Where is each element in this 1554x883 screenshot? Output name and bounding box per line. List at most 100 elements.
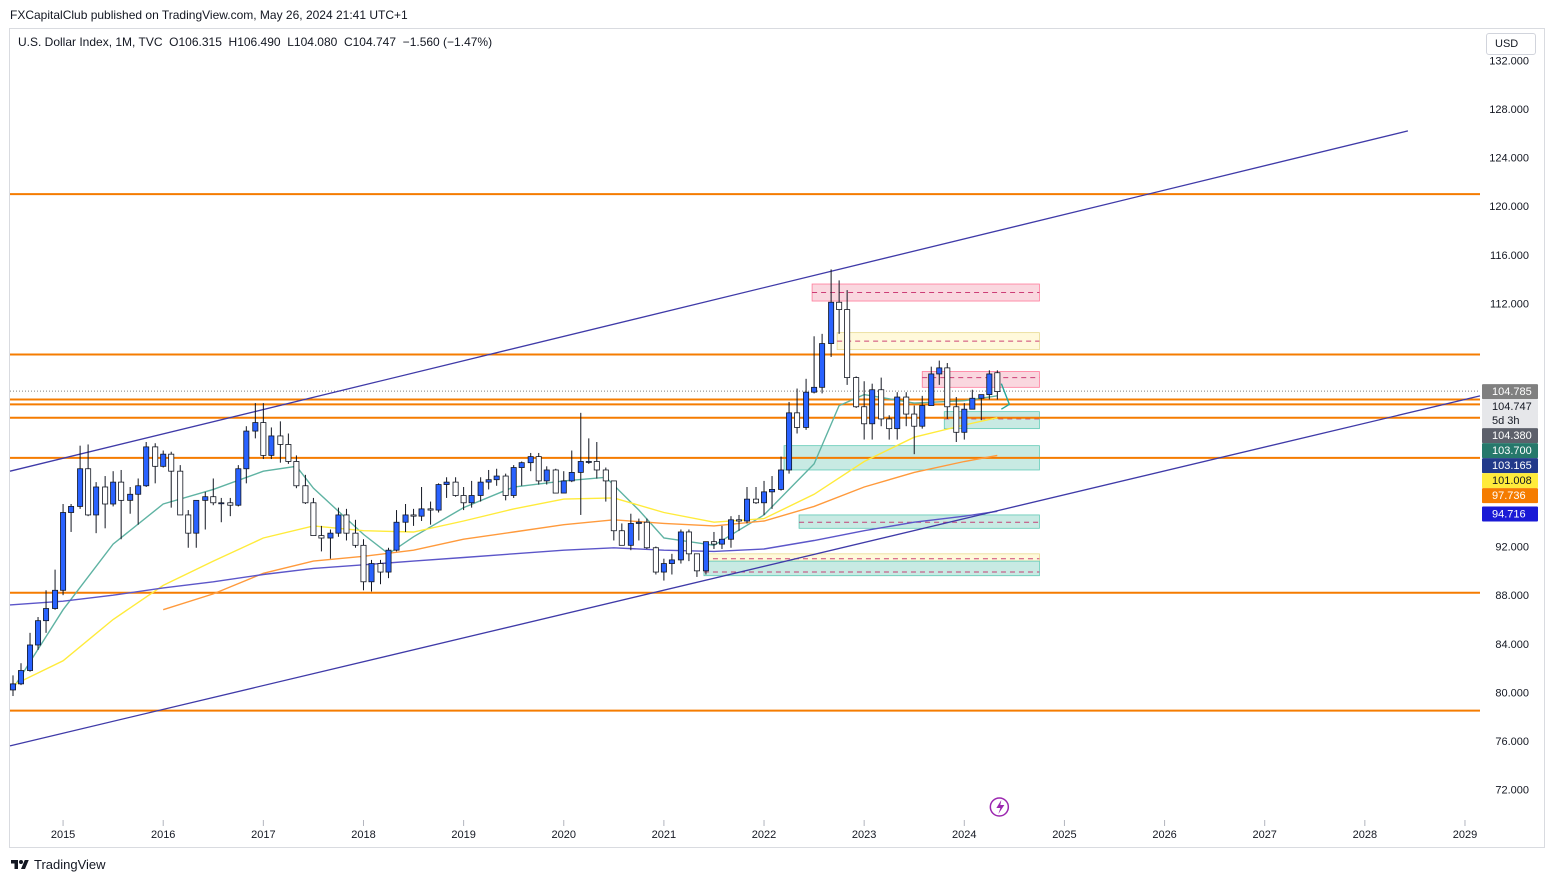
candle[interactable] xyxy=(736,514,742,531)
candle[interactable] xyxy=(210,478,217,506)
candle[interactable] xyxy=(318,525,325,552)
footer-brand[interactable]: TradingView xyxy=(10,857,106,872)
candle[interactable] xyxy=(861,381,868,440)
candle[interactable] xyxy=(43,590,50,633)
candle[interactable] xyxy=(869,383,876,440)
candle[interactable] xyxy=(627,513,634,551)
candle[interactable] xyxy=(410,508,417,526)
candle[interactable] xyxy=(803,378,810,430)
candle[interactable] xyxy=(177,465,184,516)
candle[interactable] xyxy=(786,401,793,474)
candle[interactable] xyxy=(903,392,910,427)
candle[interactable] xyxy=(235,465,242,507)
candle[interactable] xyxy=(502,473,509,501)
candle[interactable] xyxy=(819,333,826,394)
candle[interactable] xyxy=(510,465,517,498)
candle[interactable] xyxy=(185,510,192,548)
candle[interactable] xyxy=(677,529,684,564)
candle[interactable] xyxy=(878,377,885,427)
candle[interactable] xyxy=(593,442,600,479)
supply-zone[interactable] xyxy=(921,371,1040,388)
candle[interactable] xyxy=(577,412,584,515)
candle[interactable] xyxy=(769,476,776,509)
candle[interactable] xyxy=(60,504,67,596)
candle[interactable] xyxy=(10,675,16,697)
candle[interactable] xyxy=(368,559,375,592)
candle[interactable] xyxy=(702,541,709,575)
candle[interactable] xyxy=(727,516,734,548)
candle[interactable] xyxy=(493,468,500,486)
candle[interactable] xyxy=(844,290,851,385)
candle[interactable] xyxy=(668,553,675,575)
candle[interactable] xyxy=(335,507,342,537)
candle[interactable] xyxy=(652,546,659,575)
candle[interactable] xyxy=(794,388,801,434)
candle[interactable] xyxy=(68,504,75,532)
candle[interactable] xyxy=(110,471,117,507)
candle[interactable] xyxy=(944,363,951,419)
candle[interactable] xyxy=(886,415,893,440)
currency-button[interactable]: USD xyxy=(1486,33,1536,55)
candle[interactable] xyxy=(402,504,409,532)
candle[interactable] xyxy=(160,450,167,468)
candle[interactable] xyxy=(953,397,960,443)
candle[interactable] xyxy=(894,392,901,440)
candle[interactable] xyxy=(552,468,559,494)
candle[interactable] xyxy=(260,403,267,460)
candle[interactable] xyxy=(443,477,450,498)
candle[interactable] xyxy=(969,389,976,410)
candle[interactable] xyxy=(560,471,567,494)
candle[interactable] xyxy=(744,486,750,524)
candle[interactable] xyxy=(986,370,993,400)
candle[interactable] xyxy=(27,632,34,672)
candle[interactable] xyxy=(460,486,467,511)
candle[interactable] xyxy=(285,433,292,464)
candle[interactable] xyxy=(836,280,843,334)
candle[interactable] xyxy=(352,519,359,548)
candle[interactable] xyxy=(635,518,642,541)
candle[interactable] xyxy=(643,518,650,549)
candle[interactable] xyxy=(853,376,860,408)
candle[interactable] xyxy=(202,491,209,530)
candle[interactable] xyxy=(468,480,475,508)
lightning-event-icon[interactable] xyxy=(989,797,1010,817)
candle[interactable] xyxy=(718,525,725,549)
candle[interactable] xyxy=(418,486,425,522)
candle[interactable] xyxy=(778,456,785,491)
candle[interactable] xyxy=(477,477,484,502)
candle[interactable] xyxy=(18,663,25,686)
candle[interactable] xyxy=(761,480,768,515)
candle[interactable] xyxy=(252,403,259,439)
candle[interactable] xyxy=(452,477,459,497)
candle[interactable] xyxy=(377,559,384,585)
candle[interactable] xyxy=(268,427,275,460)
candle[interactable] xyxy=(693,553,700,577)
candle[interactable] xyxy=(518,461,525,486)
channel-line[interactable] xyxy=(9,130,1409,472)
candle[interactable] xyxy=(343,508,350,541)
candle[interactable] xyxy=(978,394,985,421)
candle[interactable] xyxy=(911,405,918,455)
candle[interactable] xyxy=(602,467,609,502)
candle[interactable] xyxy=(135,478,142,525)
candle[interactable] xyxy=(277,421,284,463)
candle[interactable] xyxy=(585,438,592,464)
channel-line[interactable] xyxy=(9,395,1481,747)
candle[interactable] xyxy=(485,469,492,490)
candle[interactable] xyxy=(811,336,818,394)
candle[interactable] xyxy=(527,452,534,472)
candle[interactable] xyxy=(710,531,717,549)
candle[interactable] xyxy=(102,476,109,529)
candle[interactable] xyxy=(928,366,935,406)
candle[interactable] xyxy=(961,403,968,440)
candle[interactable] xyxy=(610,480,617,541)
candle[interactable] xyxy=(310,497,317,536)
candle[interactable] xyxy=(360,539,367,591)
candle[interactable] xyxy=(936,360,943,385)
candle[interactable] xyxy=(994,370,1001,400)
candle[interactable] xyxy=(753,486,760,504)
candle[interactable] xyxy=(193,499,200,548)
candle[interactable] xyxy=(393,510,400,552)
candle[interactable] xyxy=(385,547,392,579)
